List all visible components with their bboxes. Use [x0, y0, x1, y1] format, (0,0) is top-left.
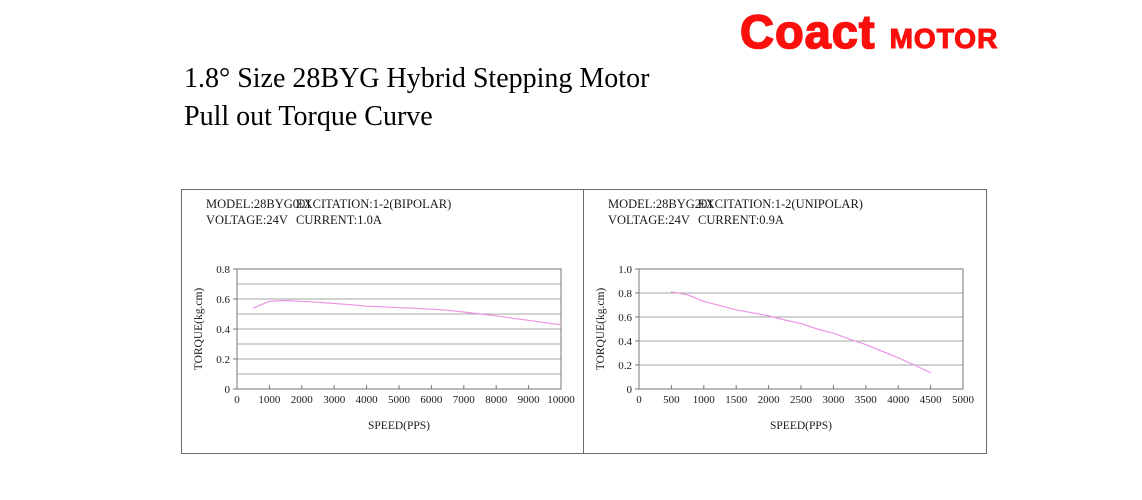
svg-text:3000: 3000	[323, 394, 346, 406]
document-title: 1.8° Size 28BYG Hybrid Stepping Motor Pu…	[184, 60, 649, 136]
svg-text:0.8: 0.8	[216, 264, 230, 276]
svg-text:SPEED(PPS): SPEED(PPS)	[770, 420, 832, 432]
svg-text:4000: 4000	[887, 394, 910, 406]
svg-text:SPEED(PPS): SPEED(PPS)	[368, 420, 430, 432]
svg-text:2000: 2000	[758, 394, 781, 406]
svg-text:0.2: 0.2	[618, 360, 632, 372]
svg-text:7000: 7000	[453, 394, 476, 406]
svg-text:TORQUE(kg.cm): TORQUE(kg.cm)	[193, 288, 205, 371]
svg-text:TORQUE(kg.cm): TORQUE(kg.cm)	[595, 288, 607, 371]
svg-text:0.8: 0.8	[618, 288, 632, 300]
current-label: CURRENT:1.0A	[296, 213, 382, 227]
svg-text:0: 0	[636, 394, 642, 406]
title-line-2: Pull out Torque Curve	[184, 101, 433, 132]
svg-text:3000: 3000	[822, 394, 845, 406]
brand-suffix: MOTOR	[889, 22, 999, 54]
excitation-label: EXCITATION:1-2(UNIPOLAR)	[698, 197, 863, 211]
chart-section-bipolar: MODEL:28BYG001 EXCITATION:1-2(BIPOLAR) V…	[182, 190, 583, 453]
svg-text:500: 500	[663, 394, 680, 406]
model-label: MODEL:28BYG001	[206, 197, 312, 211]
svg-text:5000: 5000	[952, 394, 975, 406]
svg-text:10000: 10000	[547, 394, 575, 406]
svg-text:8000: 8000	[485, 394, 508, 406]
excitation-label: EXCITATION:1-2(BIPOLAR)	[296, 197, 452, 211]
svg-text:1500: 1500	[725, 394, 748, 406]
torque-speed-chart-unipolar: 0 500 1000 1500 2000 2500 3000 3500 4000 4500 5000…	[595, 264, 975, 432]
svg-text:0.4: 0.4	[216, 324, 230, 336]
svg-text:5000: 5000	[388, 394, 411, 406]
svg-text:1000: 1000	[258, 394, 281, 406]
svg-text:2000: 2000	[291, 394, 314, 406]
svg-text:1000: 1000	[693, 394, 716, 406]
svg-text:0.4: 0.4	[618, 336, 632, 348]
title-line-1: 1.8° Size 28BYG Hybrid Stepping Motor	[184, 63, 650, 94]
current-label: CURRENT:0.9A	[698, 213, 784, 227]
brand-logo: Coact MOTOR	[739, 4, 999, 59]
svg-text:1.0: 1.0	[618, 264, 632, 276]
svg-text:0.6: 0.6	[216, 294, 230, 306]
voltage-label: VOLTAGE:24V	[206, 213, 288, 227]
svg-text:0: 0	[225, 384, 231, 396]
chart-section-unipolar: MODEL:28BYG201 EXCITATION:1-2(UNIPOLAR) …	[584, 190, 986, 453]
svg-text:4500: 4500	[920, 394, 943, 406]
brand-name: Coact	[739, 4, 876, 59]
svg-text:0: 0	[234, 394, 240, 406]
svg-text:0.6: 0.6	[618, 312, 632, 324]
charts-panel: MODEL:28BYG001 EXCITATION:1-2(BIPOLAR) V…	[181, 189, 987, 454]
svg-text:0.2: 0.2	[216, 354, 230, 366]
svg-text:3500: 3500	[855, 394, 878, 406]
svg-text:9000: 9000	[518, 394, 541, 406]
model-label: MODEL:28BYG201	[608, 197, 714, 211]
svg-text:2500: 2500	[790, 394, 813, 406]
svg-text:0: 0	[627, 384, 633, 396]
panel-divider	[583, 190, 584, 453]
torque-speed-chart-bipolar: 0 1000 2000 3000 4000 5000 6000 7000 8000 9000 100…	[193, 264, 575, 432]
svg-text:6000: 6000	[420, 394, 443, 406]
svg-text:4000: 4000	[356, 394, 379, 406]
voltage-label: VOLTAGE:24V	[608, 213, 690, 227]
